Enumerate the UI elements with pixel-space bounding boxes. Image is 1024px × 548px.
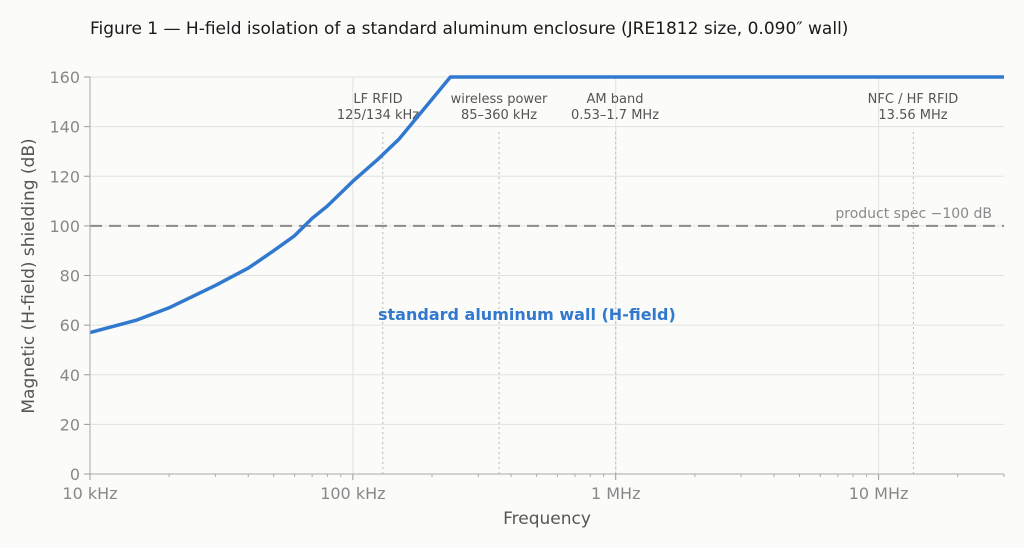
- x-tick-label: 10 kHz: [62, 484, 117, 503]
- band-label-name: AM band: [587, 92, 644, 107]
- x-tick-label: 1 MHz: [591, 484, 641, 503]
- y-tick-label: 40: [60, 366, 80, 385]
- tick-labels: 0 20 40 60 80 100 120 140 160 10 kHz 100 kHz 1 MHz 1…: [49, 68, 908, 503]
- y-tick-label: 60: [60, 316, 80, 335]
- y-tick-label: 160: [49, 68, 80, 87]
- y-tick-label: 80: [60, 267, 80, 286]
- axes: [84, 76, 1005, 480]
- series-line: [89, 75, 1004, 335]
- spec-reference-label: product spec −100 dB: [835, 206, 992, 222]
- y-tick-label: 120: [49, 167, 80, 186]
- band-label-range: 125/134 kHz: [337, 108, 419, 123]
- band-label-range: 13.56 MHz: [878, 108, 947, 123]
- y-tick-label: 140: [49, 118, 80, 137]
- x-axis-label: Frequency: [503, 509, 591, 529]
- y-tick-label: 100: [49, 217, 80, 236]
- band-label-name: wireless power: [451, 92, 548, 107]
- y-axis-label: Magnetic (H-field) shielding (dB): [19, 138, 39, 413]
- reference-line-group: product spec −100 dB: [90, 206, 1004, 227]
- band-label-name: LF RFID: [353, 92, 402, 107]
- series-label: standard aluminum wall (H-field): [378, 305, 676, 324]
- grid: [89, 76, 1004, 475]
- y-tick-label: 0: [70, 465, 80, 484]
- x-tick-label: 100 kHz: [320, 484, 385, 503]
- band-label-name: NFC / HF RFID: [868, 92, 959, 107]
- y-tick-label: 20: [60, 415, 80, 434]
- band-label-range: 0.53–1.7 MHz: [571, 108, 659, 123]
- x-tick-label: 10 MHz: [849, 484, 909, 503]
- chart-title: Figure 1 — H-field isolation of a standa…: [90, 19, 848, 39]
- series-group: standard aluminum wall (H-field): [89, 75, 1004, 335]
- band-label-range: 85–360 kHz: [461, 108, 537, 123]
